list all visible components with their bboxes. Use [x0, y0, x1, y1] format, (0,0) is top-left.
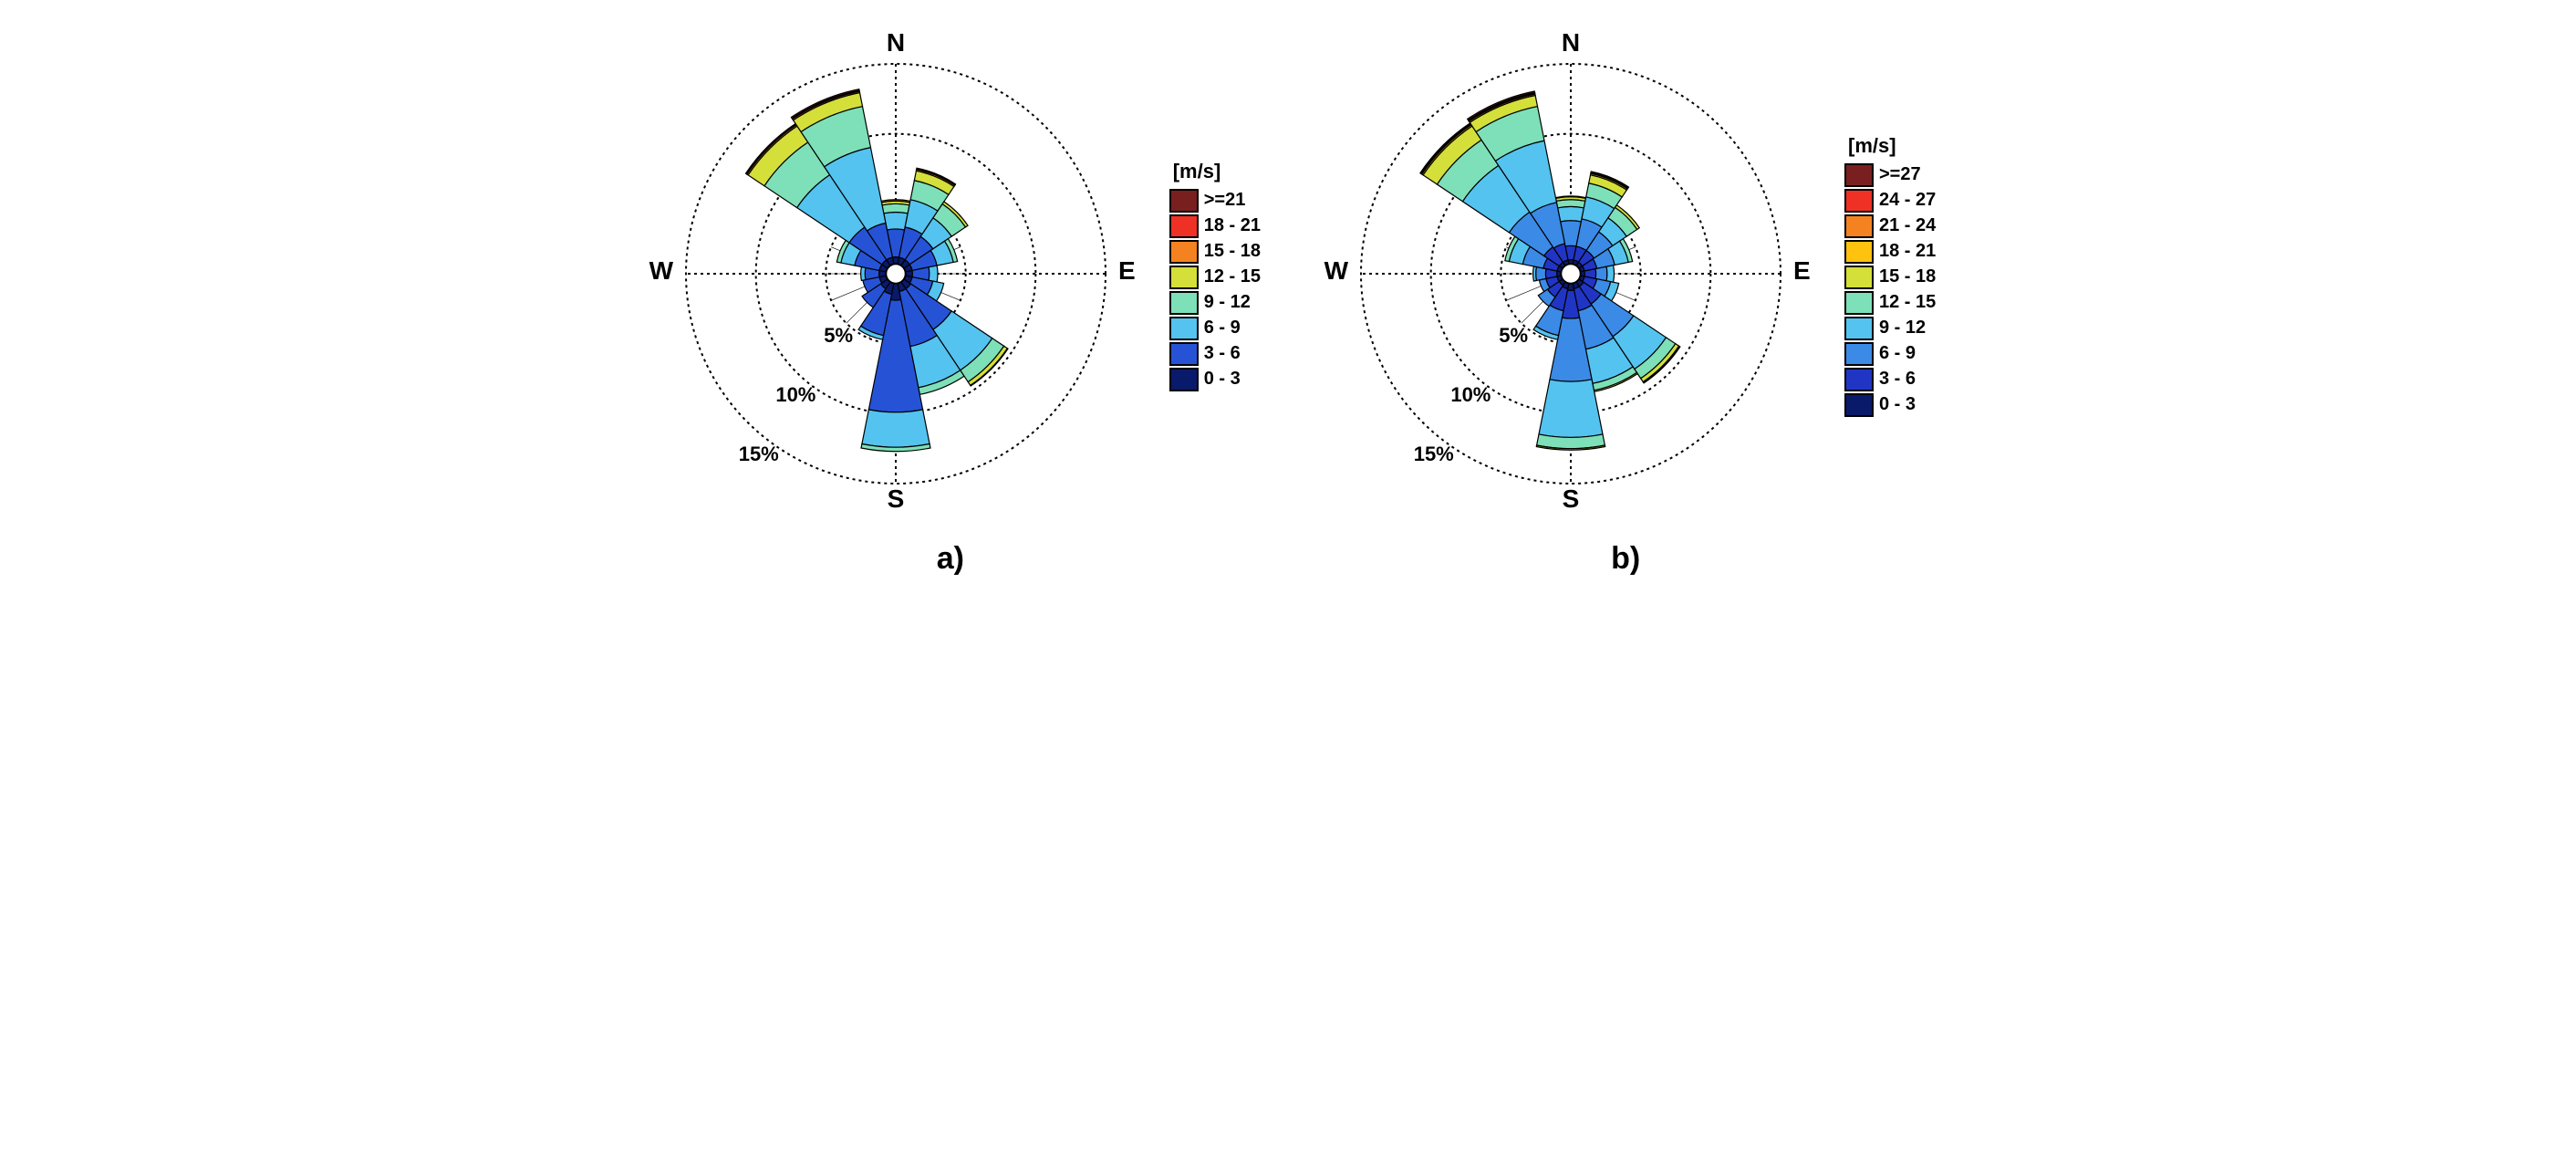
- legend-label: 9 - 12: [1879, 318, 1926, 339]
- legend-swatch: [1169, 342, 1199, 366]
- rose-wedge: [884, 213, 908, 230]
- ring-label: 5%: [1499, 324, 1528, 347]
- legend-label: 15 - 18: [1204, 241, 1261, 262]
- legend-label: 24 - 27: [1879, 190, 1936, 211]
- compass-label-w: W: [649, 256, 673, 285]
- legend-item: 9 - 12: [1844, 317, 1936, 340]
- legend-item: >=21: [1169, 189, 1261, 213]
- windrose-chart: 5% 10% 15% N E S W: [1315, 18, 1826, 529]
- legend-swatch: [1844, 163, 1874, 187]
- legend-label: 12 - 15: [1879, 292, 1936, 313]
- panel-b: 5% 10% 15% N E S W [m/s] >=27 24 - 27 21 - 24 18 …: [1315, 18, 1936, 577]
- legend-item: 15 - 18: [1844, 266, 1936, 289]
- legend-label: 9 - 12: [1204, 292, 1251, 313]
- legend-item: 3 - 6: [1169, 342, 1261, 366]
- legend-item: 9 - 12: [1169, 291, 1261, 315]
- legend-b-title: [m/s]: [1848, 134, 1936, 158]
- legend-swatch: [1844, 266, 1874, 289]
- panel-a: 5% 10% 15% N E S W [m/s] >=21 18 - 21 15 - 18 12 …: [640, 18, 1261, 577]
- center-hole: [886, 264, 905, 283]
- legend-item: 15 - 18: [1169, 240, 1261, 264]
- legend-item: 0 - 3: [1169, 368, 1261, 391]
- legend-swatch: [1169, 317, 1199, 340]
- legend-label: >=27: [1879, 164, 1921, 185]
- windrose-b-holder: 5% 10% 15% N E S W: [1315, 18, 1826, 534]
- legend-item: 0 - 3: [1844, 393, 1936, 417]
- legend-label: 0 - 3: [1879, 394, 1916, 415]
- panel-a-row: 5% 10% 15% N E S W [m/s] >=21 18 - 21 15 - 18 12 …: [640, 18, 1261, 534]
- legend-label: 21 - 24: [1879, 215, 1936, 236]
- legend-item: 12 - 15: [1169, 266, 1261, 289]
- legend-a-title: [m/s]: [1173, 160, 1261, 183]
- rose-wedge: [1606, 266, 1614, 283]
- legend-item: 18 - 21: [1169, 214, 1261, 238]
- ring-label: 15%: [1414, 443, 1454, 465]
- legend-item: 6 - 9: [1844, 342, 1936, 366]
- compass-label-e: E: [1118, 256, 1136, 285]
- legend-swatch: [1844, 342, 1874, 366]
- compass-label-s: S: [1563, 485, 1580, 513]
- legend-swatch: [1169, 214, 1199, 238]
- legend-swatch: [1844, 368, 1874, 391]
- center-hole: [1561, 264, 1580, 283]
- windrose-a-holder: 5% 10% 15% N E S W: [640, 18, 1151, 534]
- compass-label-w: W: [1324, 256, 1349, 285]
- ring-label: 10%: [775, 383, 815, 406]
- legend-swatch: [1169, 291, 1199, 315]
- legend-swatch: [1169, 368, 1199, 391]
- panel-b-label: b): [1611, 541, 1640, 577]
- legend-item: 3 - 6: [1844, 368, 1936, 391]
- panel-b-row: 5% 10% 15% N E S W [m/s] >=27 24 - 27 21 - 24 18 …: [1315, 18, 1936, 534]
- rose-wedge: [1539, 380, 1603, 438]
- compass-label-s: S: [887, 485, 904, 513]
- legend-label: 0 - 3: [1204, 369, 1241, 390]
- legend-swatch: [1844, 240, 1874, 264]
- ring-label: 15%: [738, 443, 778, 465]
- legend-item: 24 - 27: [1844, 189, 1936, 213]
- rose-wedge: [862, 410, 930, 447]
- legend-item: >=27: [1844, 163, 1936, 187]
- rose-wedge: [1558, 206, 1584, 221]
- panel-a-label: a): [937, 541, 964, 577]
- legend-swatch: [1844, 291, 1874, 315]
- rose-wedge: [929, 266, 938, 282]
- legend-swatch: [1844, 189, 1874, 213]
- legend-item: 12 - 15: [1844, 291, 1936, 315]
- legend-swatch: [1169, 266, 1199, 289]
- windrose-chart: 5% 10% 15% N E S W: [640, 18, 1151, 529]
- legend-label: 18 - 21: [1879, 241, 1936, 262]
- legend-a: [m/s] >=21 18 - 21 15 - 18 12 - 15 9 - 12 6 -…: [1169, 160, 1261, 393]
- legend-label: >=21: [1204, 190, 1246, 211]
- legend-item: 6 - 9: [1169, 317, 1261, 340]
- rose-wedge: [1533, 266, 1537, 281]
- legend-swatch: [1169, 240, 1199, 264]
- legend-label: 15 - 18: [1879, 266, 1936, 287]
- legend-swatch: [1169, 189, 1199, 213]
- legend-label: 3 - 6: [1879, 369, 1916, 390]
- legend-label: 12 - 15: [1204, 266, 1261, 287]
- figure-container: 5% 10% 15% N E S W [m/s] >=21 18 - 21 15 - 18 12 …: [18, 18, 2558, 577]
- legend-label: 3 - 6: [1204, 343, 1241, 364]
- legend-b: [m/s] >=27 24 - 27 21 - 24 18 - 21 15 - 18 12…: [1844, 134, 1936, 419]
- ring-label: 10%: [1450, 383, 1491, 406]
- legend-item: 18 - 21: [1844, 240, 1936, 264]
- ring-label: 5%: [824, 324, 853, 347]
- legend-swatch: [1844, 214, 1874, 238]
- compass-label-n: N: [887, 28, 905, 57]
- legend-swatch: [1844, 393, 1874, 417]
- compass-label-e: E: [1793, 256, 1811, 285]
- legend-swatch: [1844, 317, 1874, 340]
- legend-label: 6 - 9: [1879, 343, 1916, 364]
- rose-wedge: [860, 267, 865, 281]
- rose-wedge: [882, 203, 909, 213]
- legend-item: 21 - 24: [1844, 214, 1936, 238]
- compass-label-n: N: [1562, 28, 1580, 57]
- legend-label: 6 - 9: [1204, 318, 1241, 339]
- legend-label: 18 - 21: [1204, 215, 1261, 236]
